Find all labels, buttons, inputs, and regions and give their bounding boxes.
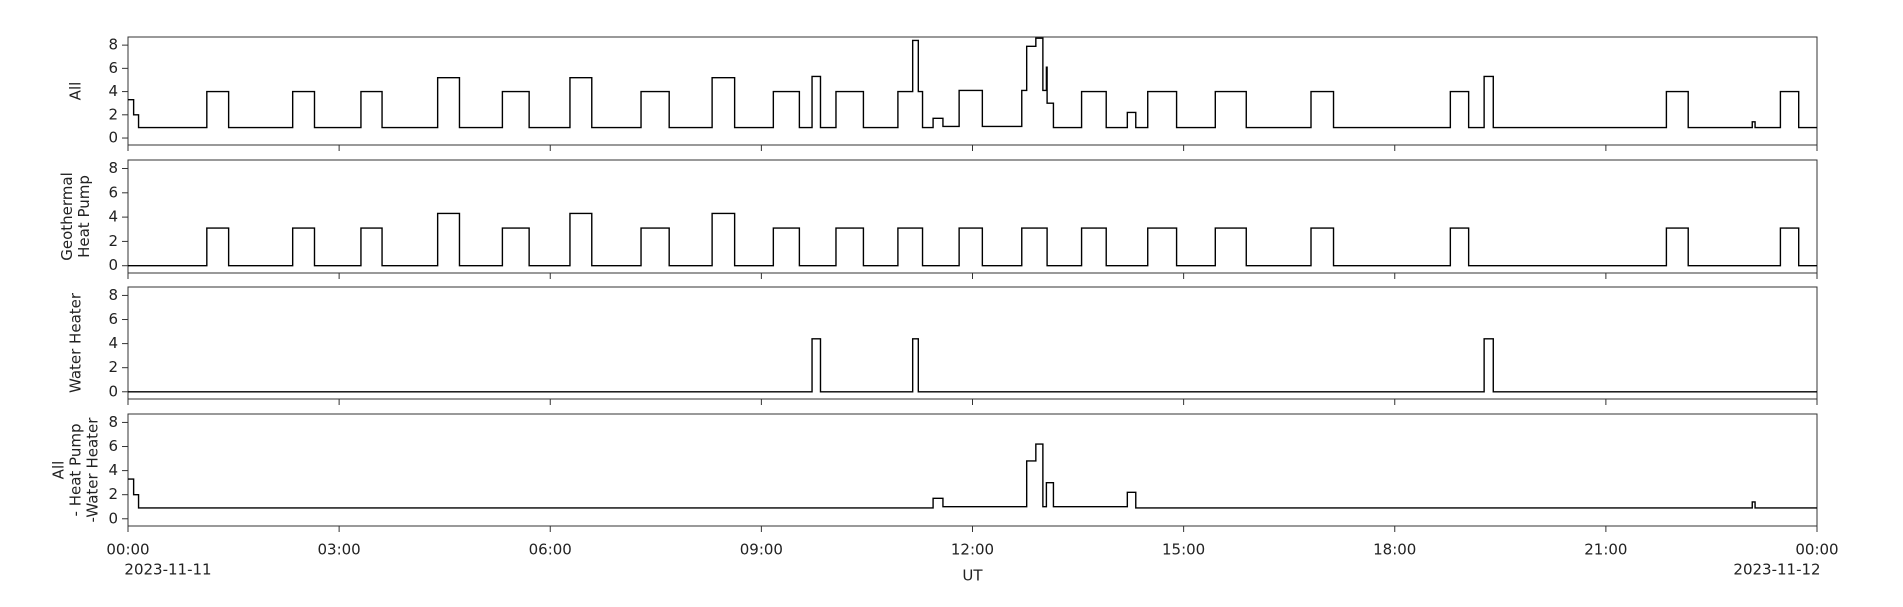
x-tick-label: 21:00 <box>1584 541 1627 559</box>
data-line <box>128 212 1817 267</box>
y-tick-label: 4 <box>108 461 118 479</box>
y-axis-label: Geothermal <box>58 172 76 261</box>
y-axis-label: All <box>50 461 68 480</box>
y-axis-label: -Water Heater <box>84 417 102 523</box>
y-tick-label: 2 <box>108 105 118 123</box>
y-axis-label: All <box>67 82 85 101</box>
x-tick-label: 00:00 <box>106 541 149 559</box>
y-tick-label: 6 <box>108 310 118 328</box>
y-axis-label: Water Heater <box>67 292 85 393</box>
y-tick-label: 2 <box>108 232 118 250</box>
y-tick-label: 2 <box>108 358 118 376</box>
x-tick-label: 00:00 <box>1795 541 1838 559</box>
y-tick-label: 4 <box>108 334 118 352</box>
x-date-label: 2023-11-12 <box>1733 561 1820 579</box>
x-tick-label: 18:00 <box>1373 541 1416 559</box>
data-line <box>128 443 1817 509</box>
x-tick-label: 09:00 <box>740 541 783 559</box>
x-axis-label: UT <box>962 567 983 585</box>
data-line <box>128 338 1817 393</box>
x-tick-label: 06:00 <box>529 541 572 559</box>
data-line <box>128 37 1817 129</box>
y-tick-label: 8 <box>108 36 118 54</box>
y-axis-label: - Heat Pump <box>67 424 85 517</box>
y-tick-label: 8 <box>108 413 118 431</box>
x-tick-label: 03:00 <box>318 541 361 559</box>
x-date-label: 2023-11-11 <box>124 561 211 579</box>
y-tick-label: 0 <box>108 509 118 527</box>
y-tick-label: 2 <box>108 485 118 503</box>
y-tick-label: 8 <box>108 286 118 304</box>
x-tick-label: 12:00 <box>951 541 994 559</box>
y-tick-label: 0 <box>108 382 118 400</box>
x-tick-label: 15:00 <box>1162 541 1205 559</box>
y-tick-label: 8 <box>108 159 118 177</box>
panel-frame <box>127 286 1818 400</box>
y-tick-label: 6 <box>108 437 118 455</box>
panel-frame <box>127 159 1818 274</box>
y-tick-label: 6 <box>108 183 118 201</box>
panel-frame <box>127 413 1818 527</box>
y-tick-label: 4 <box>108 208 118 226</box>
y-tick-label: 6 <box>108 59 118 77</box>
y-tick-label: 0 <box>108 256 118 274</box>
y-axis-label: Heat Pump <box>75 175 93 258</box>
y-tick-label: 4 <box>108 82 118 100</box>
y-tick-label: 0 <box>108 129 118 147</box>
